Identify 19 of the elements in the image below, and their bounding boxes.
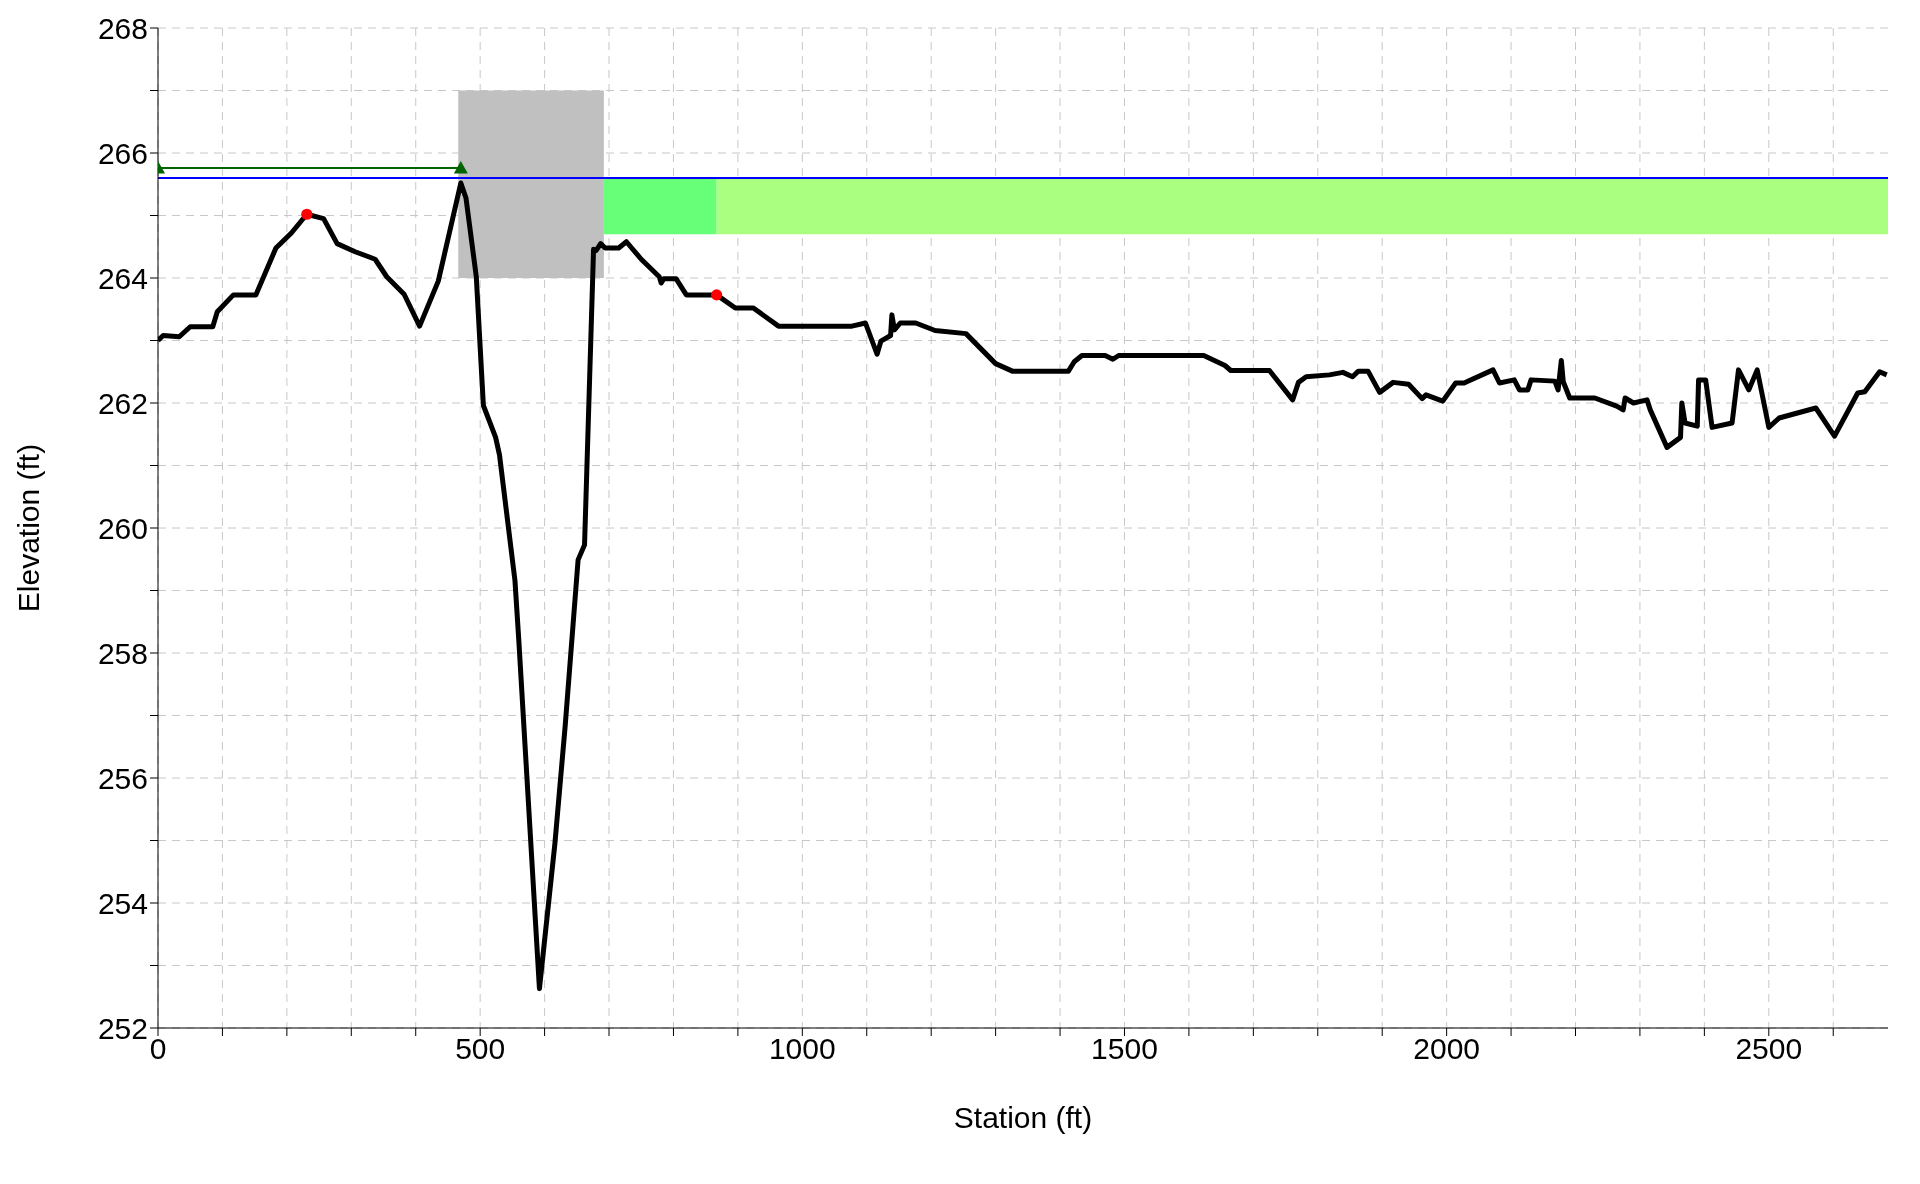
y-tick-label: 254 [97,886,148,920]
y-tick-label: 258 [97,636,148,670]
x-tick-label: 2000 [1413,1032,1481,1066]
y-tick-label: 252 [97,1011,148,1045]
x-tick-label: 2500 [1735,1032,1803,1066]
y-axis-title: Elevation (ft) [11,443,45,613]
x-tick-label: 0 [149,1032,167,1066]
y-tick-label: 266 [97,136,148,170]
x-tick-label: 500 [455,1032,506,1066]
x-axis-title: Station (ft) [953,1101,1093,1134]
x-tick-label: 1500 [1091,1032,1158,1066]
point [711,289,723,301]
y-tick-label: 262 [97,386,148,420]
x-tick-label: 1000 [768,1032,836,1066]
y-tick-label: 256 [97,761,148,795]
y-tick-label: 264 [97,261,148,295]
y-tick-label: 260 [97,511,148,545]
y-tick-label: 268 [97,11,148,45]
point [301,208,313,220]
